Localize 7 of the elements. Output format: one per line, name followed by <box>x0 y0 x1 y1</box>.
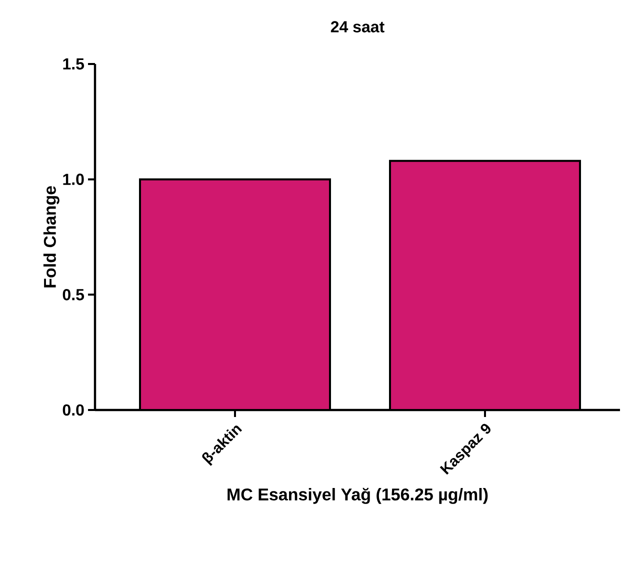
y-tick-label: 0.0 <box>62 404 84 416</box>
y-tick-label: 0.5 <box>62 289 84 300</box>
y-tick-label: 1.5 <box>63 58 84 70</box>
chart-title: 24 saat <box>330 21 384 32</box>
x-axis-title: MC Esansiyel Yağ (156.25 µg/ml) <box>228 488 488 504</box>
y-tick-label: 1.0 <box>63 174 84 185</box>
y-axis-title: Fold Change <box>43 186 60 288</box>
